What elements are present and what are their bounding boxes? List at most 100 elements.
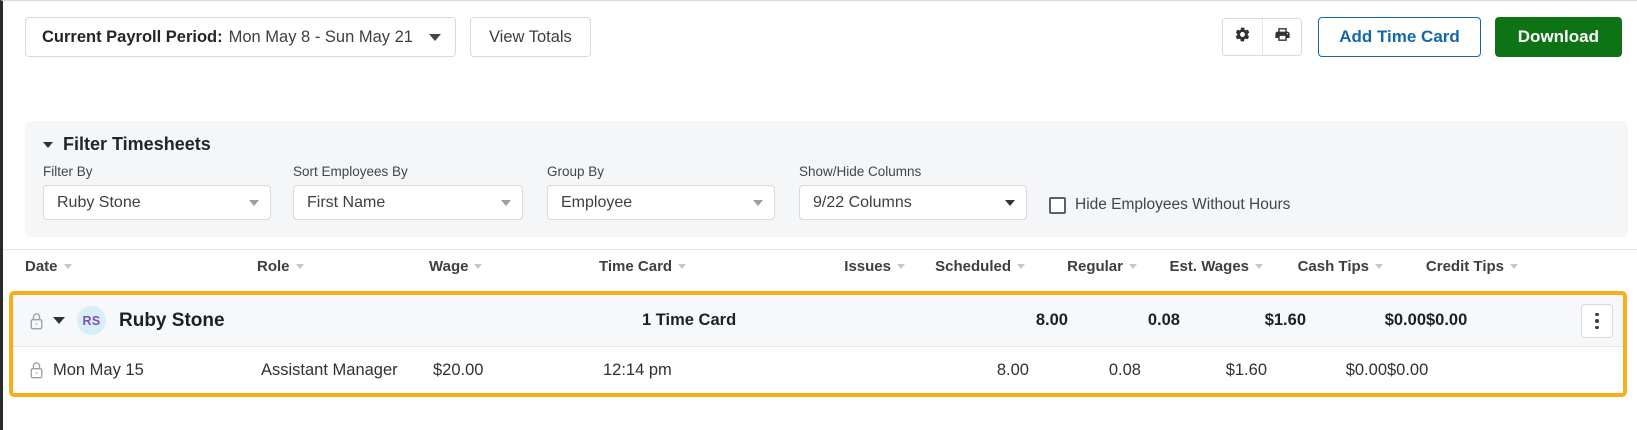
avatar: RS <box>77 306 106 335</box>
chevron-down-icon <box>249 199 259 206</box>
column-header-credit-tips[interactable]: Credit Tips <box>1383 258 1518 275</box>
column-header-time-card[interactable]: Time Card <box>599 258 819 275</box>
sort-caret-icon <box>897 264 905 269</box>
column-header-wage[interactable]: Wage <box>429 258 599 275</box>
filter-panel-title: Filter Timesheets <box>63 134 211 154</box>
filter-timesheets-panel: Filter Timesheets Filter By Ruby Stone S… <box>25 121 1628 237</box>
employee-regular-cell: 0.08 <box>1147 311 1180 329</box>
group-by-select[interactable]: Employee <box>547 185 775 220</box>
filter-by-select[interactable]: Ruby Stone <box>43 185 271 220</box>
chevron-down-icon <box>753 199 763 206</box>
download-label: Download <box>1517 27 1599 46</box>
hide-employees-without-hours-label: Hide Employees Without Hours <box>1075 196 1291 213</box>
kebab-menu-icon <box>1595 325 1599 330</box>
table-header-row: Date Role Wage Time Card Issues Schedule… <box>3 249 1637 283</box>
chevron-down-icon <box>501 199 511 206</box>
page-toolbar: Current Payroll Period: Mon May 8 - Sun … <box>3 1 1637 73</box>
column-header-role[interactable]: Role <box>257 258 429 275</box>
table-row[interactable]: Mon May 15 Assistant Manager $20.00 12:1… <box>13 347 1623 393</box>
selected-employee-highlight: RS Ruby Stone 1 Time Card 8.00 0.08 $1.6… <box>9 291 1627 397</box>
detail-wage-cell: $20.00 <box>433 360 484 379</box>
detail-credit-tips-cell: $0.00 <box>1387 360 1429 379</box>
filter-by-label: Filter By <box>43 164 93 179</box>
sort-caret-icon <box>295 264 304 269</box>
employee-scheduled-cell: 8.00 <box>1035 311 1068 329</box>
show-hide-columns-label: Show/Hide Columns <box>799 164 922 179</box>
lock-icon <box>29 312 44 330</box>
detail-est-wages-cell: $1.60 <box>1225 360 1267 379</box>
sort-caret-icon <box>1510 264 1518 269</box>
payroll-period-value: Mon May 8 - Sun May 21 <box>228 27 413 46</box>
settings-button[interactable] <box>1223 19 1263 55</box>
detail-time-card-cell: 12:14 pm <box>603 360 672 379</box>
sort-caret-icon <box>678 264 687 269</box>
show-hide-columns-value: 9/22 Columns <box>813 193 912 211</box>
gear-icon <box>1234 26 1251 48</box>
column-header-est-wages[interactable]: Est. Wages <box>1137 258 1263 275</box>
add-time-card-button[interactable]: Add Time Card <box>1318 17 1481 57</box>
detail-scheduled-cell: 8.00 <box>996 360 1029 379</box>
payroll-period-dropdown[interactable]: Current Payroll Period: Mon May 8 - Sun … <box>25 17 456 57</box>
employee-name: Ruby Stone <box>119 309 225 331</box>
employee-time-card-cell: 1 Time Card <box>642 311 737 329</box>
download-button[interactable]: Download <box>1494 17 1622 57</box>
detail-date-value: Mon May 15 <box>53 360 144 379</box>
payroll-period-label: Current Payroll Period: <box>42 27 223 46</box>
group-by-label: Group By <box>547 164 605 179</box>
kebab-menu-icon <box>1595 319 1599 323</box>
detail-date-cell: Mon May 15 <box>29 361 261 380</box>
column-header-label: Date <box>25 258 58 275</box>
kebab-menu-icon <box>1595 312 1599 317</box>
view-totals-label: View Totals <box>488 27 572 46</box>
timesheets-table: Date Role Wage Time Card Issues Schedule… <box>3 249 1637 283</box>
row-actions-menu-button[interactable] <box>1581 304 1613 338</box>
filter-fields-row: Filter By Ruby Stone Sort Employees By F… <box>25 155 1628 220</box>
column-header-scheduled[interactable]: Scheduled <box>905 258 1025 275</box>
sort-caret-icon <box>1129 264 1137 269</box>
group-by-field: Group By Employee <box>547 164 775 220</box>
printer-icon <box>1274 26 1291 48</box>
lock-icon <box>29 361 44 379</box>
chevron-down-icon <box>428 33 441 41</box>
filter-by-value: Ruby Stone <box>57 193 141 211</box>
column-header-label: Scheduled <box>935 258 1011 275</box>
sort-caret-icon <box>1375 264 1383 269</box>
employee-est-wages-cell: $1.60 <box>1264 311 1306 329</box>
column-header-label: Est. Wages <box>1169 258 1249 275</box>
column-header-regular[interactable]: Regular <box>1025 258 1137 275</box>
column-header-date[interactable]: Date <box>25 258 257 275</box>
group-by-value: Employee <box>561 193 633 211</box>
filter-by-field: Filter By Ruby Stone <box>43 164 271 220</box>
detail-regular-cell: 0.08 <box>1108 360 1141 379</box>
sort-caret-icon <box>1017 264 1025 269</box>
hide-employees-without-hours-checkbox[interactable] <box>1049 196 1066 214</box>
show-hide-columns-select[interactable]: 9/22 Columns <box>799 185 1027 220</box>
filter-panel-header[interactable]: Filter Timesheets <box>25 121 1628 155</box>
employee-credit-tips-cell: $0.00 <box>1426 311 1468 329</box>
table-row[interactable]: RS Ruby Stone 1 Time Card 8.00 0.08 $1.6… <box>13 295 1623 347</box>
employee-cash-tips-cell: $0.00 <box>1384 311 1426 329</box>
hide-employees-without-hours-row[interactable]: Hide Employees Without Hours <box>1049 196 1290 220</box>
show-hide-columns-field: Show/Hide Columns 9/22 Columns <box>799 164 1027 220</box>
sort-caret-icon <box>474 264 483 269</box>
column-header-label: Time Card <box>599 258 673 275</box>
add-time-card-label: Add Time Card <box>1339 27 1460 46</box>
sort-employees-by-select[interactable]: First Name <box>293 185 523 220</box>
print-button[interactable] <box>1262 19 1302 55</box>
sort-employees-by-field: Sort Employees By First Name <box>293 164 523 220</box>
column-header-label: Role <box>257 258 290 275</box>
column-header-cash-tips[interactable]: Cash Tips <box>1263 258 1383 275</box>
collapse-caret-icon[interactable] <box>43 141 53 148</box>
detail-role-cell: Assistant Manager <box>261 360 398 379</box>
column-header-label: Credit Tips <box>1425 258 1504 275</box>
column-header-label: Regular <box>1067 258 1123 275</box>
view-totals-button[interactable]: View Totals <box>469 17 591 57</box>
column-header-label: Issues <box>844 258 891 275</box>
column-header-issues[interactable]: Issues <box>819 258 905 275</box>
expand-row-caret-icon[interactable] <box>53 317 65 324</box>
sort-employees-by-label: Sort Employees By <box>293 164 408 179</box>
column-header-label: Wage <box>429 258 469 275</box>
chevron-down-icon <box>1005 199 1015 206</box>
sort-caret-icon <box>63 264 72 269</box>
